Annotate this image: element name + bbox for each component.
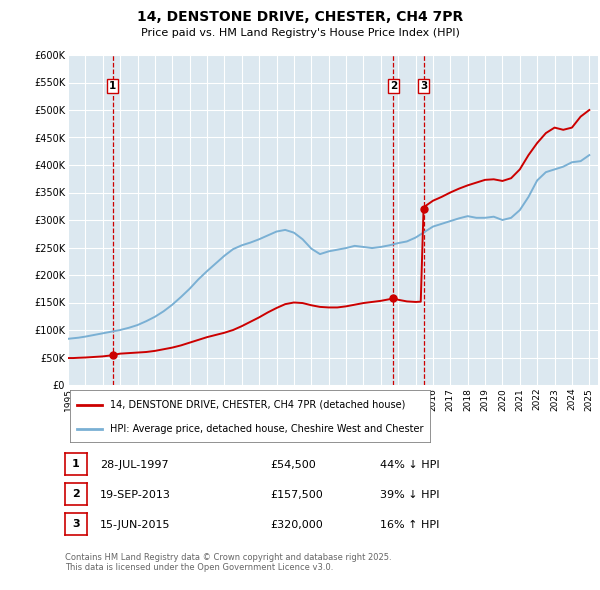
Text: 1: 1 [109, 81, 116, 91]
Text: 39% ↓ HPI: 39% ↓ HPI [380, 490, 439, 500]
Text: 15-JUN-2015: 15-JUN-2015 [100, 520, 170, 530]
Text: 1: 1 [72, 459, 80, 469]
Text: £54,500: £54,500 [270, 460, 316, 470]
Text: 16% ↑ HPI: 16% ↑ HPI [380, 520, 439, 530]
Text: £320,000: £320,000 [270, 520, 323, 530]
Text: 14, DENSTONE DRIVE, CHESTER, CH4 7PR: 14, DENSTONE DRIVE, CHESTER, CH4 7PR [137, 10, 463, 24]
Text: 2: 2 [389, 81, 397, 91]
Text: HPI: Average price, detached house, Cheshire West and Chester: HPI: Average price, detached house, Ches… [110, 424, 423, 434]
Text: 3: 3 [72, 519, 80, 529]
Text: Price paid vs. HM Land Registry's House Price Index (HPI): Price paid vs. HM Land Registry's House … [140, 28, 460, 38]
Text: 3: 3 [420, 81, 427, 91]
Text: 44% ↓ HPI: 44% ↓ HPI [380, 460, 440, 470]
Text: 19-SEP-2013: 19-SEP-2013 [100, 490, 171, 500]
Text: £157,500: £157,500 [270, 490, 323, 500]
Text: 14, DENSTONE DRIVE, CHESTER, CH4 7PR (detached house): 14, DENSTONE DRIVE, CHESTER, CH4 7PR (de… [110, 399, 405, 409]
Text: 28-JUL-1997: 28-JUL-1997 [100, 460, 169, 470]
Text: 2: 2 [72, 489, 80, 499]
Text: Contains HM Land Registry data © Crown copyright and database right 2025.
This d: Contains HM Land Registry data © Crown c… [65, 553, 392, 572]
